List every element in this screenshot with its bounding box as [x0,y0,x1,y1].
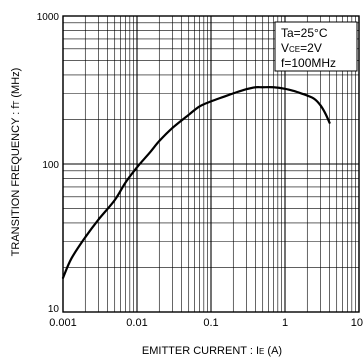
x-tick-label: 0.001 [49,317,77,329]
plot-frame [62,15,360,313]
legend-box [274,21,358,72]
y-axis-label: TRANSITION FREQUENCY : fT (MHz) [10,68,22,257]
y-tick-label: 1000 [37,12,60,23]
x-tick-label: 10 [351,317,363,329]
legend-line-2: VCE=2V [281,41,322,55]
x-tick-label: 1 [282,317,288,329]
legend: Ta=25°C VCE=2V f=100MHz [274,21,358,72]
series-line-ft [61,86,331,279]
x-tick-label: 0.1 [203,317,218,329]
y-tick-label: 100 [42,160,59,171]
x-axis-label: EMITTER CURRENT : IE (A) [142,345,282,357]
tick-labels: 0.001 0.01 0.1 1 10 10 100 1000 [37,12,363,329]
legend-line-1: Ta=25°C [281,26,328,40]
y-tick-label: 10 [48,304,60,315]
legend-line-3: f=100MHz [281,56,336,70]
series-layer [61,86,331,279]
x-tick-label: 0.01 [126,317,147,329]
